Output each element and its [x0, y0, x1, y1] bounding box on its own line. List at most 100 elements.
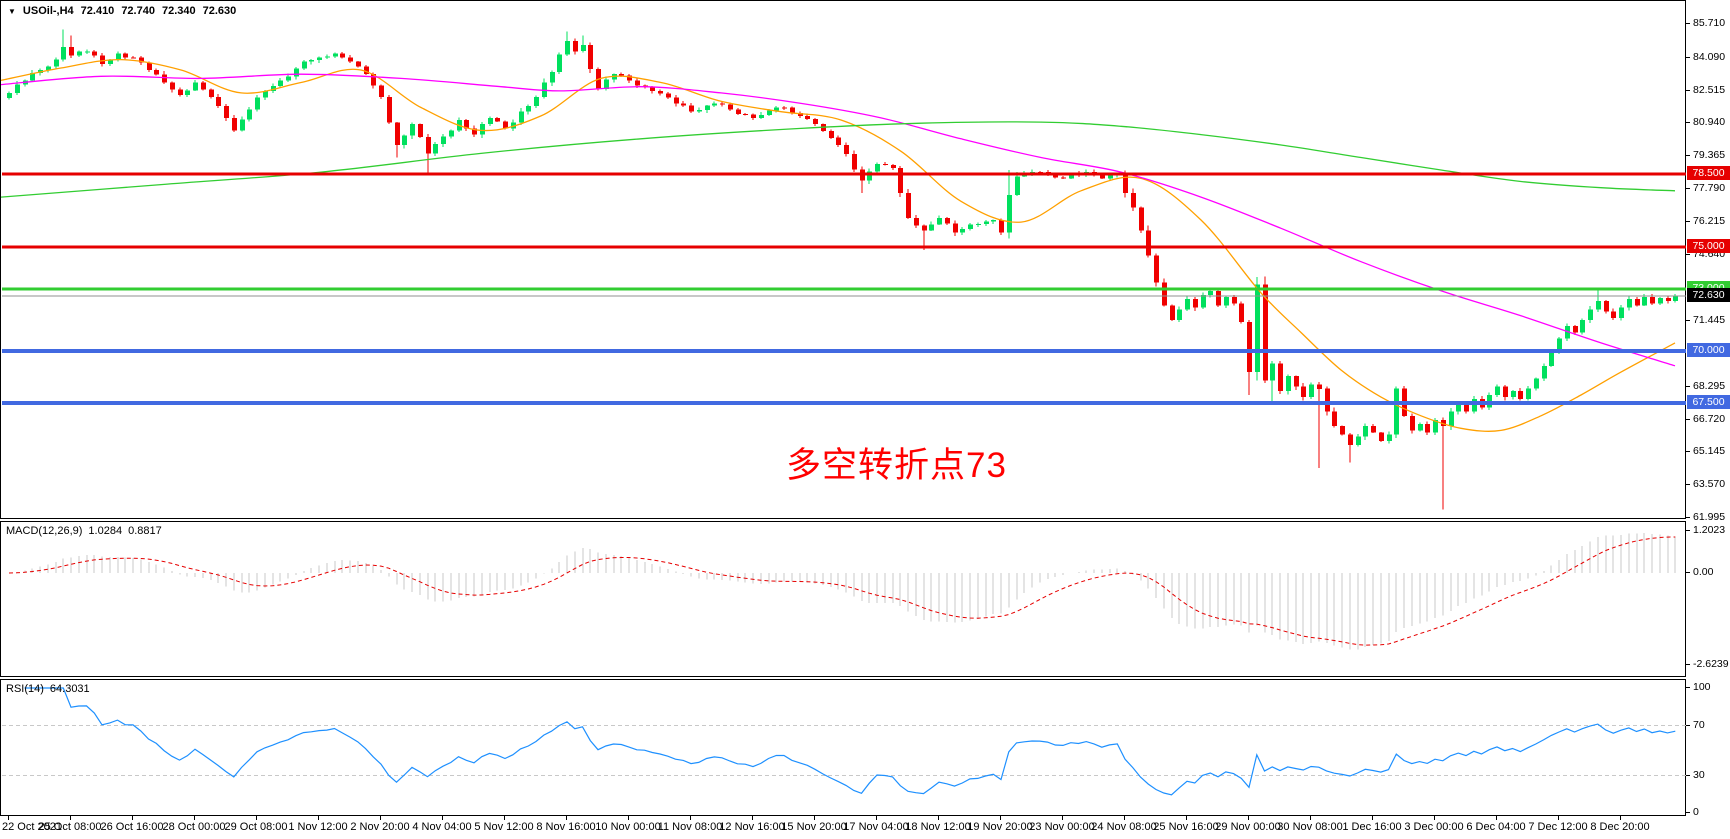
- time-axis-label: 15 Nov 20:00: [781, 821, 847, 833]
- rsi-axis-tick: [1686, 687, 1690, 688]
- rsi-line: [24, 687, 1676, 796]
- ohlc-high: 72.740: [121, 5, 155, 17]
- rsi-label-row: RSI(14) 64.3031: [6, 683, 90, 695]
- time-axis-tick: [380, 816, 381, 820]
- price-axis-label: 61.995: [1693, 511, 1726, 523]
- price-axis-tick: [1686, 188, 1690, 189]
- price-axis-tick: [1686, 451, 1690, 452]
- price-axis-tick: [1686, 57, 1690, 58]
- time-axis-tick: [442, 816, 443, 820]
- main-chart-panel[interactable]: [0, 0, 1686, 519]
- rsi-chart-area[interactable]: [1, 680, 1687, 817]
- slow-ma-line: [1, 121, 1676, 198]
- time-axis-tick: [132, 816, 133, 820]
- time-axis-label: 30 Nov 08:00: [1277, 821, 1343, 833]
- price-axis-label: 79.365: [1693, 149, 1726, 161]
- time-axis-label: 12 Nov 16:00: [719, 821, 785, 833]
- macd-axis-label: 1.2023: [1693, 524, 1726, 536]
- rsi-axis-label: 100: [1693, 681, 1711, 693]
- symbol-dropdown-icon[interactable]: ▼: [8, 6, 16, 16]
- fast-ma-line: [1, 58, 1676, 432]
- time-axis-label: 22 Oct 2021: [2, 821, 62, 833]
- price-axis-label: 71.445: [1693, 314, 1726, 326]
- macd-axis-tick: [1686, 664, 1690, 665]
- rsi-indicator-panel[interactable]: [0, 679, 1686, 816]
- time-axis-tick: [1000, 816, 1001, 820]
- time-axis-label: 2 Nov 20:00: [350, 821, 410, 833]
- price-level-tag-67.500: 67.500: [1687, 395, 1730, 409]
- time-axis-label: 29 Oct 08:00: [224, 821, 288, 833]
- macd-main-value: 1.0284: [88, 525, 123, 537]
- macd-histogram: [16, 533, 1676, 650]
- price-axis-tick: [1686, 23, 1690, 24]
- time-axis-label: 25 Nov 16:00: [1153, 821, 1219, 833]
- macd-signal-value: 0.8817: [128, 525, 162, 537]
- time-axis-label: 17 Nov 04:00: [843, 821, 909, 833]
- macd-axis-tick: [1686, 530, 1690, 531]
- time-axis-label: 1 Dec 16:00: [1342, 821, 1402, 833]
- rsi-value: 64.3031: [49, 683, 90, 695]
- time-axis-tick: [1186, 816, 1187, 820]
- time-axis-tick: [1434, 816, 1435, 820]
- price-axis-tick: [1686, 155, 1690, 156]
- price-axis-label: 68.295: [1693, 380, 1726, 392]
- time-axis-tick: [1558, 816, 1559, 820]
- time-axis-tick: [1496, 816, 1497, 820]
- current-price-tag-72.630: 72.630: [1687, 288, 1730, 302]
- time-axis-label: 8 Dec 20:00: [1590, 821, 1650, 833]
- ohlc-close: 72.630: [202, 5, 237, 17]
- time-axis-label: 11 Nov 08:00: [657, 821, 723, 833]
- time-axis-label: 24 Nov 08:00: [1091, 821, 1157, 833]
- price-axis-label: 84.090: [1693, 51, 1726, 63]
- rsi-indicator-label: RSI(14): [6, 683, 44, 695]
- price-axis-tick: [1686, 90, 1690, 91]
- time-axis-tick: [1620, 816, 1621, 820]
- time-axis-label: 10 Nov 00:00: [595, 821, 661, 833]
- time-axis-label: 8 Nov 16:00: [536, 821, 596, 833]
- time-axis-label: 6 Dec 04:00: [1466, 821, 1526, 833]
- time-axis-label: 23 Nov 00:00: [1029, 821, 1095, 833]
- candlestick-chart-area[interactable]: [1, 1, 1687, 520]
- ohlc-open: 72.410: [80, 5, 115, 17]
- macd-indicator-panel[interactable]: [0, 521, 1686, 677]
- macd-indicator-label: MACD(12,26,9): [6, 525, 83, 537]
- rsi-axis-tick: [1686, 775, 1690, 776]
- macd-axis-tick: [1686, 572, 1690, 573]
- price-axis-label: 63.570: [1693, 478, 1726, 490]
- macd-chart-area[interactable]: [1, 522, 1687, 678]
- macd-axis-label: 0.00: [1693, 566, 1714, 578]
- price-axis-tick: [1686, 221, 1690, 222]
- time-axis-tick: [504, 816, 505, 820]
- symbol-name: USOil-,H4: [22, 5, 74, 17]
- time-axis-tick: [814, 816, 815, 820]
- time-axis-label: 25 Oct 08:00: [38, 821, 102, 833]
- price-axis-tick: [1686, 320, 1690, 321]
- time-axis-label: 26 Oct 16:00: [100, 821, 164, 833]
- price-axis-tick: [1686, 122, 1690, 123]
- time-axis-tick: [628, 816, 629, 820]
- time-axis-tick: [318, 816, 319, 820]
- time-axis-tick: [1310, 816, 1311, 820]
- time-axis-tick: [1062, 816, 1063, 820]
- price-axis-label: 80.940: [1693, 116, 1726, 128]
- price-level-tag-78.500: 78.500: [1687, 166, 1730, 180]
- rsi-axis-tick: [1686, 725, 1690, 726]
- time-axis-tick: [194, 816, 195, 820]
- time-axis-tick: [876, 816, 877, 820]
- medium-ma-line: [1, 73, 1676, 367]
- ohlc-low: 72.340: [161, 5, 196, 17]
- trade-annotation-text: 多空转折点73: [786, 446, 1007, 485]
- price-axis-tick: [1686, 254, 1690, 255]
- price-axis-tick: [1686, 484, 1690, 485]
- time-axis-label: 19 Nov 20:00: [967, 821, 1033, 833]
- macd-axis-label: -2.6239: [1693, 658, 1729, 670]
- time-axis-label: 3 Dec 00:00: [1404, 821, 1464, 833]
- time-axis-tick: [1124, 816, 1125, 820]
- macd-label-row: MACD(12,26,9) 1.0284 0.8817: [6, 525, 162, 537]
- price-axis-label: 65.145: [1693, 445, 1726, 457]
- time-axis-tick: [566, 816, 567, 820]
- rsi-axis-tick: [1686, 812, 1690, 813]
- price-level-tag-75.000: 75.000: [1687, 239, 1730, 253]
- time-axis-label: 4 Nov 04:00: [412, 821, 472, 833]
- rsi-axis-label: 30: [1693, 769, 1705, 781]
